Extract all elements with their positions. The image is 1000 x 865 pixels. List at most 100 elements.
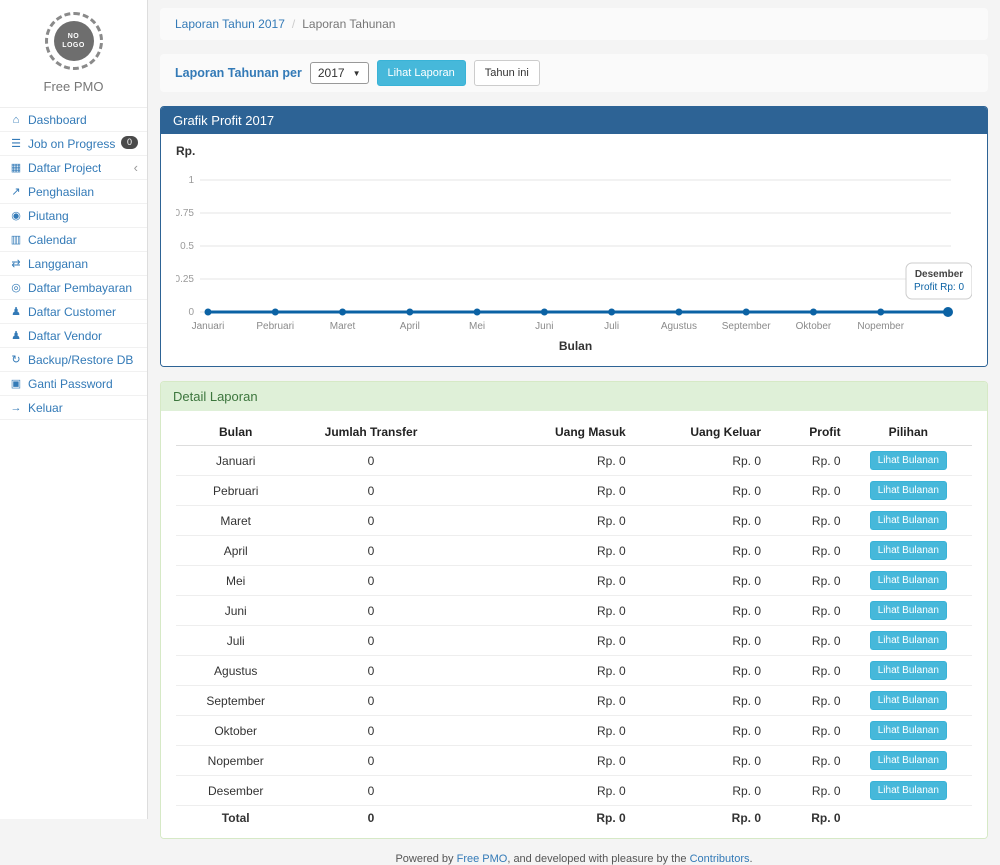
svg-text:Desember: Desember xyxy=(915,269,963,280)
breadcrumb: Laporan Tahun 2017/Laporan Tahunan xyxy=(160,8,988,40)
detail-panel-body: BulanJumlah TransferUang MasukUang Kelua… xyxy=(161,411,987,838)
lihat-bulanan-button[interactable]: Lihat Bulanan xyxy=(870,511,947,530)
cell-uang-keluar: Rp. 0 xyxy=(630,686,765,716)
footer-text: , and developed with pleasure by the xyxy=(507,853,689,865)
calendar-icon: ▥ xyxy=(8,233,24,246)
cell-uang-masuk: Rp. 0 xyxy=(447,536,630,566)
total-row: Total0Rp. 0Rp. 0Rp. 0 xyxy=(176,806,972,831)
cell-uang-masuk: Rp. 0 xyxy=(447,746,630,776)
lihat-laporan-button[interactable]: Lihat Laporan xyxy=(377,60,466,86)
breadcrumb-link[interactable]: Laporan Tahun 2017 xyxy=(175,17,285,31)
breadcrumb-separator: / xyxy=(292,17,295,31)
lihat-bulanan-button[interactable]: Lihat Bulanan xyxy=(870,631,947,650)
cell-profit: Rp. 0 xyxy=(765,656,845,686)
sidebar-item-daftar-vendor[interactable]: ♟Daftar Vendor xyxy=(0,324,147,348)
table-row: Juli0Rp. 0Rp. 0Rp. 0Lihat Bulanan xyxy=(176,626,972,656)
chart-panel-title: Grafik Profit 2017 xyxy=(161,107,987,134)
lihat-bulanan-button[interactable]: Lihat Bulanan xyxy=(870,661,947,680)
lihat-bulanan-button[interactable]: Lihat Bulanan xyxy=(870,601,947,620)
dashboard-icon: ⌂ xyxy=(8,114,24,126)
sidebar-item-daftar-customer[interactable]: ♟Daftar Customer xyxy=(0,300,147,324)
chart-panel-body: Rp.00.250.50.751JanuariPebruariMaretApri… xyxy=(161,134,987,366)
svg-text:Januari: Januari xyxy=(192,321,225,332)
sidebar-item-label: Ganti Password xyxy=(28,377,113,391)
sidebar-item-penghasilan[interactable]: ↗Penghasilan xyxy=(0,180,147,204)
svg-text:Bulan: Bulan xyxy=(559,339,592,353)
cell-uang-masuk: Rp. 0 xyxy=(447,446,630,476)
sidebar: NO LOGO Free PMO ⌂ Dashboard ☰Job on Progr… xyxy=(0,0,148,819)
total-uang-keluar: Rp. 0 xyxy=(630,806,765,831)
lihat-bulanan-button[interactable]: Lihat Bulanan xyxy=(870,751,947,770)
sidebar-item-keluar[interactable]: →Keluar xyxy=(0,396,147,420)
sidebar-item-label: Piutang xyxy=(28,209,69,223)
table-row: Agustus0Rp. 0Rp. 0Rp. 0Lihat Bulanan xyxy=(176,656,972,686)
year-select[interactable]: 2017 ▼ xyxy=(310,62,369,84)
lihat-bulanan-button[interactable]: Lihat Bulanan xyxy=(870,691,947,710)
lihat-bulanan-button[interactable]: Lihat Bulanan xyxy=(870,781,947,800)
cell-jumlah-transfer: 0 xyxy=(295,716,446,746)
cell-profit: Rp. 0 xyxy=(765,566,845,596)
sidebar-menu: ⌂ Dashboard ☰Job on Progress0▦Daftar Proje… xyxy=(0,107,147,420)
cell-jumlah-transfer: 0 xyxy=(295,476,446,506)
payment-icon: ◎ xyxy=(8,281,24,294)
profit-line-chart: Rp.00.250.50.751JanuariPebruariMaretApri… xyxy=(176,142,972,358)
cell-uang-masuk: Rp. 0 xyxy=(447,566,630,596)
cell-jumlah-transfer: 0 xyxy=(295,686,446,716)
cell-profit: Rp. 0 xyxy=(765,626,845,656)
cell-jumlah-transfer: 0 xyxy=(295,626,446,656)
sidebar-item-label: Keluar xyxy=(28,401,63,415)
cell-jumlah-transfer: 0 xyxy=(295,776,446,806)
lihat-bulanan-button[interactable]: Lihat Bulanan xyxy=(870,451,947,470)
svg-text:0: 0 xyxy=(188,307,194,318)
sidebar-item-piutang[interactable]: ◉Piutang xyxy=(0,204,147,228)
sidebar-item-job-on-progress[interactable]: ☰Job on Progress0 xyxy=(0,132,147,156)
cell-jumlah-transfer: 0 xyxy=(295,506,446,536)
table-row: Januari0Rp. 0Rp. 0Rp. 0Lihat Bulanan xyxy=(176,446,972,476)
sidebar-item-ganti-password[interactable]: ▣ Ganti Password xyxy=(0,372,147,396)
cell-jumlah-transfer: 0 xyxy=(295,536,446,566)
sidebar-item-calendar[interactable]: ▥Calendar xyxy=(0,228,147,252)
cell-uang-keluar: Rp. 0 xyxy=(630,476,765,506)
detail-table: BulanJumlah TransferUang MasukUang Kelua… xyxy=(176,419,972,830)
sidebar-item-langganan[interactable]: ⇄Langganan xyxy=(0,252,147,276)
sidebar-item-daftar-project[interactable]: ▦Daftar Project‹ xyxy=(0,156,147,180)
logo-area: NO LOGO Free PMO xyxy=(0,0,147,100)
cell-uang-masuk: Rp. 0 xyxy=(447,506,630,536)
table-header-row: BulanJumlah TransferUang MasukUang Kelua… xyxy=(176,419,972,446)
sidebar-item-backup-restore-db[interactable]: ↻ Backup/Restore DB xyxy=(0,348,147,372)
tahun-ini-button[interactable]: Tahun ini xyxy=(474,60,540,86)
svg-text:0.75: 0.75 xyxy=(176,208,194,219)
lihat-bulanan-button[interactable]: Lihat Bulanan xyxy=(870,721,947,740)
sidebar-item-label: Backup/Restore DB xyxy=(28,353,133,367)
sidebar-item-daftar-pembayaran[interactable]: ◎Daftar Pembayaran xyxy=(0,276,147,300)
sidebar-item-label: Dashboard xyxy=(28,113,87,127)
cell-profit: Rp. 0 xyxy=(765,446,845,476)
cell-pilihan: Lihat Bulanan xyxy=(845,686,972,716)
cell-profit: Rp. 0 xyxy=(765,596,845,626)
free-pmo-link[interactable]: Free PMO xyxy=(457,853,508,865)
cell-bulan: Nopember xyxy=(176,746,295,776)
sidebar-item-dashboard[interactable]: ⌂ Dashboard xyxy=(0,108,147,132)
cell-pilihan: Lihat Bulanan xyxy=(845,716,972,746)
total-profit: Rp. 0 xyxy=(765,806,845,831)
exchange-icon: ⇄ xyxy=(8,257,24,270)
cell-profit: Rp. 0 xyxy=(765,476,845,506)
contributors-link[interactable]: Contributors xyxy=(690,853,750,865)
svg-text:Maret: Maret xyxy=(330,321,356,332)
lihat-bulanan-button[interactable]: Lihat Bulanan xyxy=(870,541,947,560)
lihat-bulanan-button[interactable]: Lihat Bulanan xyxy=(870,571,947,590)
cell-uang-masuk: Rp. 0 xyxy=(447,686,630,716)
svg-text:0.5: 0.5 xyxy=(180,241,194,252)
footer-text: . xyxy=(750,853,753,865)
svg-text:Rp.: Rp. xyxy=(176,144,195,158)
table-row: Nopember0Rp. 0Rp. 0Rp. 0Lihat Bulanan xyxy=(176,746,972,776)
backup-icon: ↻ xyxy=(8,353,24,366)
table-row: Maret0Rp. 0Rp. 0Rp. 0Lihat Bulanan xyxy=(176,506,972,536)
lihat-bulanan-button[interactable]: Lihat Bulanan xyxy=(870,481,947,500)
svg-text:April: April xyxy=(400,321,420,332)
column-header: Pilihan xyxy=(845,419,972,446)
footer: Powered by Free PMO, and developed with … xyxy=(160,853,988,865)
cell-profit: Rp. 0 xyxy=(765,716,845,746)
cell-bulan: Oktober xyxy=(176,716,295,746)
lock-icon: ▣ xyxy=(8,377,24,390)
